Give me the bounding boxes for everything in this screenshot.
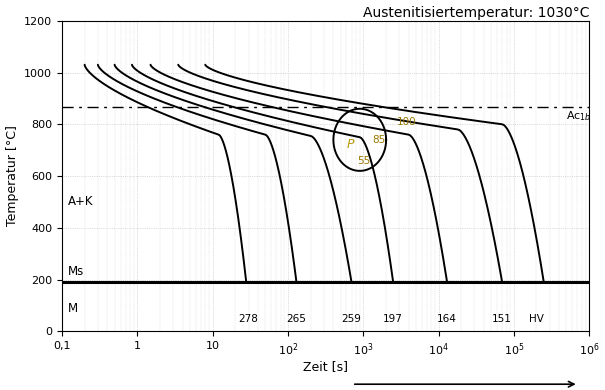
Text: HV: HV (529, 314, 544, 324)
Text: 265: 265 (287, 314, 306, 324)
Text: 197: 197 (383, 314, 403, 324)
Text: 259: 259 (342, 314, 361, 324)
X-axis label: Zeit [s]: Zeit [s] (303, 360, 348, 374)
Text: 55: 55 (357, 156, 370, 165)
Text: A+K: A+K (68, 195, 93, 208)
Text: 151: 151 (492, 314, 512, 324)
Text: Ac$_{1b}$: Ac$_{1b}$ (566, 109, 592, 122)
Text: Austenitisiertemperatur: 1030°C: Austenitisiertemperatur: 1030°C (362, 5, 589, 20)
Text: 85: 85 (372, 135, 385, 145)
Text: 100: 100 (397, 117, 416, 127)
Text: P: P (347, 138, 355, 151)
Y-axis label: Temperatur [°C]: Temperatur [°C] (5, 126, 19, 227)
Text: 164: 164 (437, 314, 457, 324)
Text: Ms: Ms (68, 264, 84, 278)
Text: 278: 278 (238, 314, 258, 324)
Text: M: M (68, 301, 78, 315)
